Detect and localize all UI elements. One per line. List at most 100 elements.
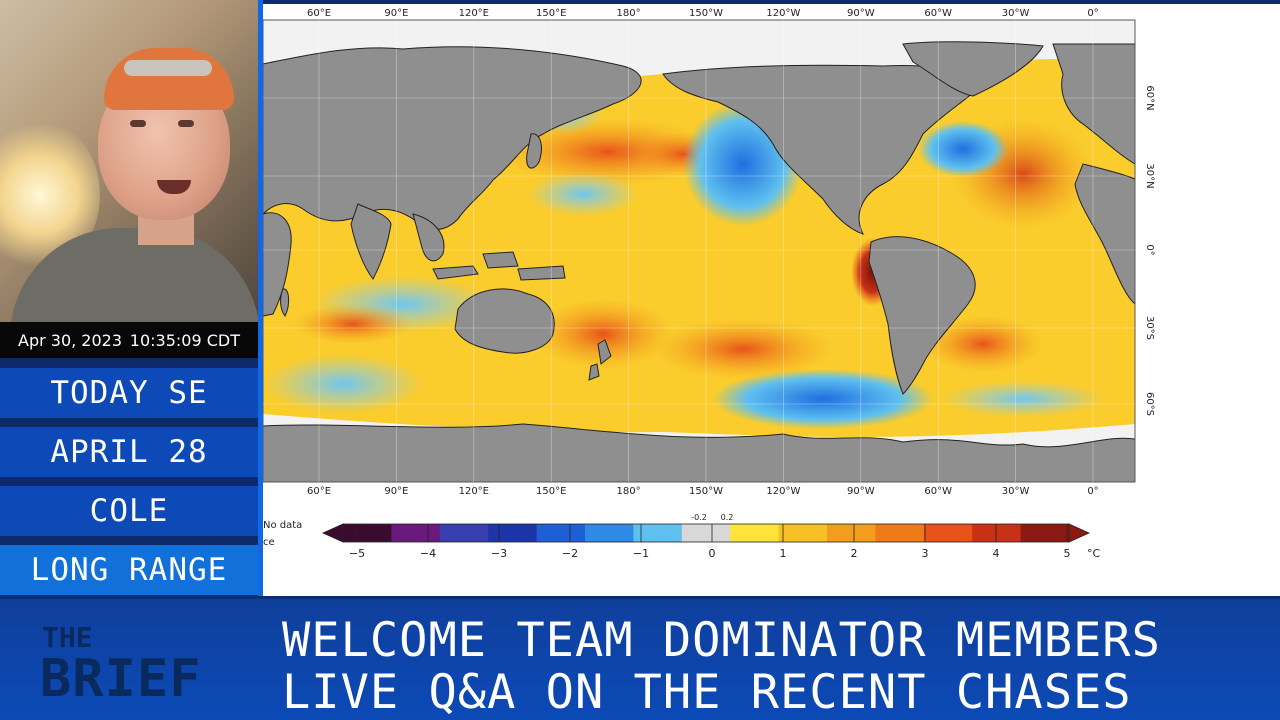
graticule: [263, 20, 1135, 482]
bottom-longitude-labels: 60°E 90°E 120°E 150°E 180° 150°W 120°W 90°W 60°W…: [307, 486, 1099, 497]
colorbar-segment: [778, 524, 828, 542]
banner-line-1: WELCOME TEAM DOMINATOR MEMBERS: [282, 613, 1161, 668]
land-north-america: [662, 64, 984, 235]
colorbar-segment: [923, 524, 973, 542]
top-lon-label: 120°W: [766, 8, 800, 19]
colorbar-segment: [875, 524, 925, 542]
colorbar-tick-label: 1: [780, 547, 787, 560]
lat-label: 30°S: [1144, 316, 1155, 340]
anomaly-so-cold-4: [943, 381, 1103, 417]
colorbar-segment: [730, 524, 780, 542]
land-africa: [263, 212, 292, 317]
banner-line-2: LIVE Q&A ON THE RECENT CHASES: [282, 665, 1132, 720]
land-europe: [1052, 43, 1136, 165]
bottom-lon-label: 60°E: [307, 486, 331, 497]
bottom-lon-label: 0°: [1087, 486, 1098, 497]
bottom-lon-label: 90°W: [847, 486, 875, 497]
latitude-labels: 60°N 30°N 0° 30°S 60°S: [1144, 85, 1155, 416]
top-longitude-labels: 60°E 90°E 120°E 150°E 180° 150°W 120°W 90°W 60°W…: [307, 8, 1099, 19]
cap-band: [124, 60, 212, 76]
colorbar-max-arrow: [1068, 523, 1090, 543]
bottom-lon-label: 150°W: [689, 486, 723, 497]
anomaly-sp-warm: [653, 319, 833, 379]
timestamp-date: Apr 30, 2023: [18, 330, 123, 350]
colorbar: [322, 523, 1090, 543]
top-lon-label: 60°E: [307, 8, 331, 19]
anomaly-natl-cold: [918, 121, 1008, 177]
sidebar-item-today[interactable]: TODAY SE: [0, 368, 258, 418]
map-frame: [263, 19, 1136, 483]
sidebar-item-date[interactable]: APRIL 28: [0, 427, 258, 477]
colorbar-segment: [1020, 524, 1070, 542]
colorbar-minor-label: 0.2: [721, 513, 734, 522]
sidebar-item-long-range[interactable]: LONG RANGE: [0, 545, 258, 595]
colorbar-unit: °C: [1087, 547, 1101, 560]
bottom-lon-label: 60°W: [924, 486, 952, 497]
timestamp-time: 10:35:09 CDT: [129, 330, 240, 350]
land-india: [350, 203, 392, 280]
divider-edge: [258, 0, 263, 596]
top-lon-label: 180°: [617, 8, 641, 19]
colorbar-ticks: −5 −4 −3 −2 −1 0 1 2 3 4 5 -0.2 0.2: [349, 513, 1071, 560]
colorbar-segment: [536, 524, 586, 542]
sidebar-item-name[interactable]: COLE: [0, 486, 258, 536]
colorbar-frame: [342, 523, 1070, 543]
colorbar-segment: [633, 524, 683, 542]
lat-label: 0°: [1144, 244, 1155, 255]
brand-logo-the: THE: [42, 621, 93, 654]
presenter-cap: [104, 48, 234, 110]
colorbar-segment: [681, 524, 731, 542]
colorbar-segment: [972, 524, 1022, 542]
lat-label: 60°S: [1144, 392, 1155, 416]
anomaly-satl-warm: [923, 316, 1043, 372]
anomaly-tasman-warm: [533, 299, 673, 369]
top-lon-label: 150°W: [689, 8, 723, 19]
colorbar-segment: [488, 524, 538, 542]
sst-anomaly-map-panel: 60°E 90°E 120°E 150°E 180° 150°W 120°W 90°W 60°W…: [263, 4, 1280, 596]
colorbar-segment: [343, 524, 392, 542]
top-lon-label: 90°W: [847, 8, 875, 19]
land-south-america: [868, 236, 976, 395]
top-lon-label: 0°: [1087, 8, 1098, 19]
land-madagascar: [280, 288, 290, 317]
bottom-lon-label: 30°W: [1002, 486, 1030, 497]
bottom-lon-label: 120°W: [766, 486, 800, 497]
colorbar-segment: [827, 524, 876, 542]
top-lon-label: 120°E: [459, 8, 489, 19]
lat-label: 30°N: [1144, 163, 1155, 188]
colorbar-tick-label: −2: [562, 547, 578, 560]
colorbar-segment: [439, 524, 489, 542]
top-lon-label: 30°W: [1002, 8, 1030, 19]
colorbar-segment: [585, 524, 634, 542]
land-australia: [454, 288, 555, 354]
lat-label: 60°N: [1144, 85, 1155, 110]
bottom-lon-label: 150°E: [536, 486, 566, 497]
webcam-feed: [0, 0, 258, 322]
land-new-zealand: [588, 339, 612, 381]
land-indonesia: [432, 251, 566, 281]
top-lon-label: 150°E: [536, 8, 566, 19]
colorbar-minor-label: -0.2: [691, 513, 707, 522]
colorbar-min-arrow: [322, 523, 344, 543]
colorbar-tick-label: 4: [993, 547, 1000, 560]
top-lon-label: 60°W: [924, 8, 952, 19]
land-antarctica: [263, 423, 1136, 483]
colorbar-tick-label: −1: [633, 547, 649, 560]
colorbar-tick-label: 5: [1064, 547, 1071, 560]
land-se-asia: [412, 213, 445, 262]
anomaly-io-warm: [293, 304, 413, 344]
bottom-banner: THE BRIEF WELCOME TEAM DOMINATOR MEMBERS…: [0, 596, 1280, 720]
colorbar-segment: [391, 524, 441, 542]
sst-anomaly-map: 60°E 90°E 120°E 150°E 180° 150°W 120°W 90°W 60°W…: [263, 8, 1155, 560]
anomaly-so-cold-1: [713, 369, 933, 429]
brand-logo-brief: BRIEF: [40, 649, 202, 709]
no-data-label: No data: [263, 520, 302, 531]
presenter-mouth: [157, 180, 191, 194]
land-japan: [526, 133, 542, 169]
colorbar-tick-label: 2: [851, 547, 858, 560]
bottom-lon-label: 90°E: [384, 486, 408, 497]
top-lon-label: 90°E: [384, 8, 408, 19]
bottom-lon-label: 180°: [617, 486, 641, 497]
bottom-lon-label: 120°E: [459, 486, 489, 497]
land-west-africa: [1074, 163, 1136, 306]
